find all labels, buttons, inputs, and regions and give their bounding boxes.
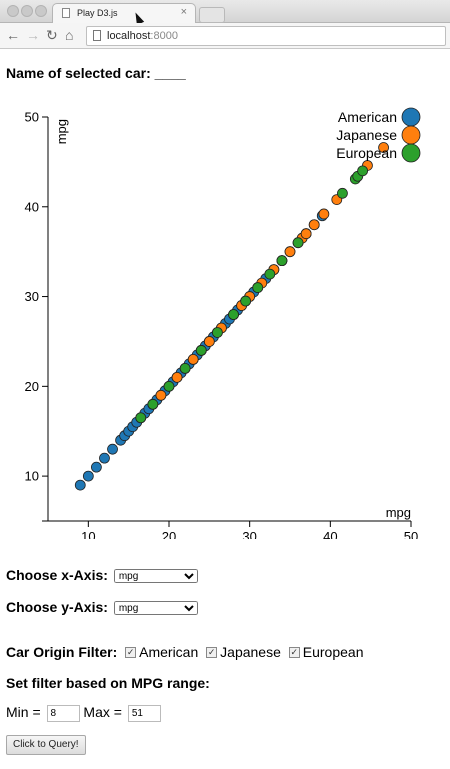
data-point-japanese (318, 208, 330, 220)
browser-tab[interactable]: Play D3.js × (52, 3, 196, 23)
legend-swatch-american (401, 107, 421, 127)
data-point-japanese (171, 371, 183, 383)
data-point-european (195, 345, 207, 356)
window-minimize-control[interactable] (21, 5, 33, 17)
american-checkbox[interactable]: ✓ (125, 646, 137, 658)
data-point-japanese (155, 389, 167, 401)
japanese-label: Japanese (220, 644, 281, 660)
window-close-control[interactable] (7, 5, 19, 17)
url-text: localhost:8000 (107, 27, 178, 45)
data-point-american (74, 479, 86, 491)
max-input[interactable]: 51 (127, 704, 161, 722)
data-point-european (264, 268, 276, 280)
mpg-range-heading-row: Set filter based on MPG range: (6, 675, 210, 691)
query-button[interactable]: Click to Query! (6, 735, 86, 755)
data-point-european (228, 309, 239, 320)
american-label: American (139, 644, 199, 660)
x-tick-label: 50 (404, 529, 418, 539)
japanese-checkbox[interactable]: ✓ (206, 646, 218, 658)
x-tick-label: 40 (323, 529, 337, 539)
y-axis-title: mpg (54, 119, 69, 144)
legend-swatch-japanese (401, 125, 421, 145)
x-axis-row: Choose x-Axis: mpg (6, 567, 198, 584)
data-point-american (82, 470, 94, 482)
data-point-european (276, 255, 288, 267)
forward-arrow-icon[interactable]: → (26, 27, 40, 43)
data-point-european (240, 295, 252, 307)
legend-label-european: European (336, 145, 397, 161)
data-point-european (211, 327, 223, 338)
mpg-range-label: Set filter based on MPG range: (6, 675, 210, 691)
url-host: localhost (107, 30, 151, 42)
x-axis-select[interactable]: mpg (113, 569, 198, 584)
page-content: Name of selected car: ____ 10 20 30 40 50 10 2… (0, 49, 450, 769)
data-point-european (179, 362, 191, 374)
data-point-japanese (203, 336, 215, 347)
data-point-american (107, 443, 118, 455)
origin-filter-label: Car Origin Filter: (6, 644, 118, 660)
y-tick-label: 20 (25, 379, 39, 394)
tab-close-icon[interactable]: × (180, 6, 187, 18)
min-label: Min = (6, 704, 41, 720)
home-icon[interactable]: ⌂ (65, 27, 74, 43)
y-tick-label: 30 (25, 289, 39, 304)
data-point-european (135, 412, 147, 424)
data-point-japanese (284, 246, 296, 258)
origin-filter-row: Car Origin Filter: ✓ American ✓ Japanese ✓… (6, 644, 363, 660)
min-input[interactable]: 8 (46, 704, 80, 722)
y-tick-label: 50 (25, 110, 39, 125)
data-point-japanese (308, 219, 320, 231)
y-axis-label: Choose y-Axis: (6, 599, 108, 615)
x-tick-label: 20 (162, 529, 176, 539)
y-tick-label: 40 (25, 199, 39, 214)
page-icon (62, 8, 70, 18)
legend-label-japanese: Japanese (336, 127, 397, 143)
browser-toolbar: ← → ↻ ⌂ localhost:8000 (0, 23, 450, 49)
data-point-japanese (378, 142, 389, 153)
x-axis-title: mpg (386, 505, 411, 520)
page-document-icon (93, 30, 101, 41)
data-point-japanese (187, 353, 199, 365)
european-checkbox[interactable]: ✓ (288, 646, 300, 658)
url-port: :8000 (150, 30, 178, 42)
data-point-european (252, 282, 264, 293)
legend-label-american: American (338, 109, 397, 125)
mpg-range-inputs-row: Min = 8 Max = 51 (6, 704, 161, 722)
data-point-european (147, 398, 159, 410)
european-label: European (302, 644, 364, 660)
y-axis-select[interactable]: mpg (113, 601, 198, 616)
mpg-scatter-chart: 10 20 30 40 50 10 20 30 40 50 mpg mpg American Japane… (25, 107, 421, 539)
y-tick-label: 10 (25, 469, 39, 484)
x-tick-label: 30 (242, 529, 256, 539)
y-axis-row: Choose y-Axis: mpg (6, 599, 198, 616)
data-point-european (163, 380, 175, 392)
data-point-japanese (300, 228, 312, 240)
address-bar[interactable]: localhost:8000 (86, 26, 446, 46)
selected-car-heading: Name of selected car: ____ (6, 65, 186, 81)
x-axis-label: Choose x-Axis: (6, 567, 108, 583)
new-tab-button[interactable] (199, 7, 225, 23)
back-arrow-icon[interactable]: ← (6, 27, 20, 43)
data-point-european (357, 165, 369, 177)
data-point-european (292, 237, 304, 249)
data-point-american (91, 461, 102, 473)
data-point-european (337, 187, 348, 199)
legend-swatch-european (401, 143, 421, 163)
x-tick-label: 10 (81, 529, 95, 539)
reload-icon[interactable]: ↻ (46, 27, 58, 43)
window-zoom-control[interactable] (35, 5, 47, 17)
data-point-american (99, 452, 110, 464)
tab-title: Play D3.js (77, 8, 118, 18)
max-label: Max = (83, 704, 122, 720)
browser-tab-bar: Play D3.js × (0, 0, 450, 23)
